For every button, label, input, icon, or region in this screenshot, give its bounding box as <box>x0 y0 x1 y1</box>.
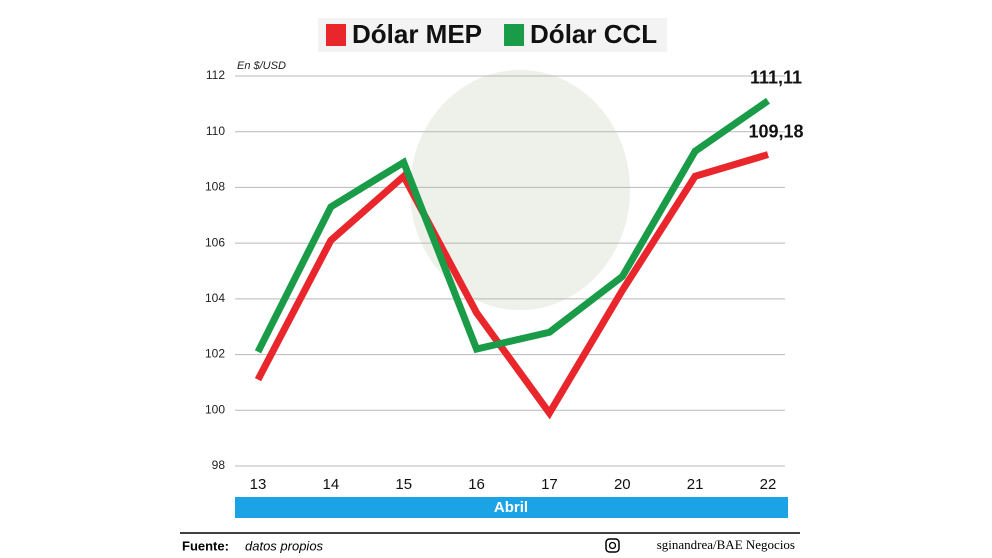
x-axis-band <box>235 497 788 518</box>
background-illustration <box>410 70 630 310</box>
legend-label: Dólar CCL <box>530 19 657 49</box>
y-tick-label: 102 <box>205 347 225 361</box>
x-tick-label: 16 <box>468 476 485 493</box>
source-label: Fuente: <box>182 538 229 553</box>
y-tick-label: 106 <box>205 235 225 249</box>
x-tick-label: 22 <box>760 476 777 493</box>
legend-swatch <box>326 24 346 46</box>
y-axis-label: En $/USD <box>237 60 286 72</box>
legend-label: Dólar MEP <box>352 19 482 49</box>
legend-background <box>318 18 668 52</box>
y-tick-label: 108 <box>205 180 225 194</box>
value-label: 109,18 <box>748 121 803 141</box>
y-tick-label: 100 <box>205 402 225 416</box>
y-tick-label: 110 <box>206 124 225 138</box>
y-tick-label: 112 <box>206 68 225 82</box>
source: datos propios <box>245 538 324 553</box>
x-axis-label: Abril <box>494 499 528 516</box>
series-line <box>254 97 770 354</box>
legend-swatch <box>504 24 525 46</box>
y-tick-label: 104 <box>205 291 225 305</box>
instagram-icon <box>605 538 620 553</box>
y-tick-label: 98 <box>212 458 226 472</box>
legend: Dólar MEP Dólar CCL <box>318 18 668 52</box>
x-tick-label: 17 <box>541 476 558 493</box>
x-tick-label: 20 <box>614 476 631 493</box>
instagram-icon-lens <box>608 541 617 550</box>
x-tick-label: 14 <box>323 476 340 493</box>
series-line <box>254 151 770 420</box>
x-tick-label: 15 <box>395 476 412 493</box>
value-label: 111,11 <box>750 68 802 88</box>
x-tick-label: 21 <box>687 476 704 493</box>
credit: sginandrea/BAE Negocios <box>657 537 795 552</box>
x-tick-label: 13 <box>250 476 267 493</box>
